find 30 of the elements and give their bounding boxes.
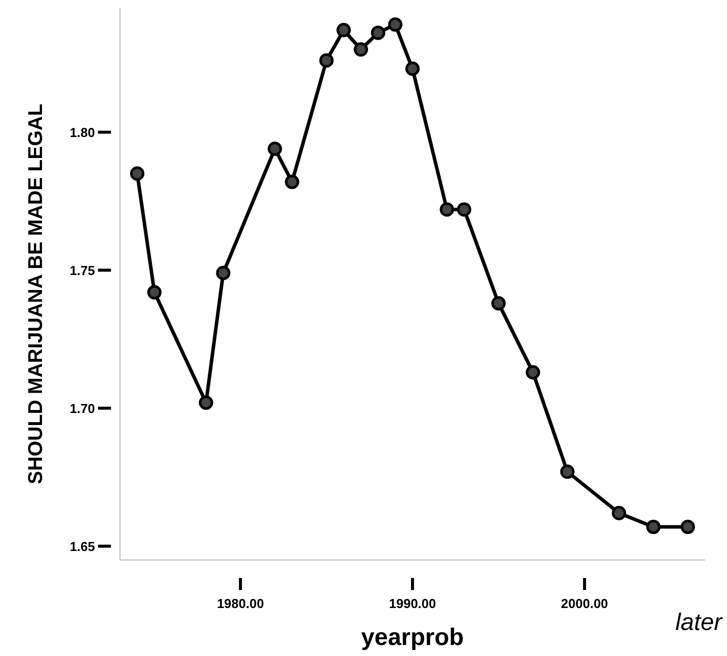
y-tick-label: 1.70: [70, 400, 95, 416]
point: [130, 166, 144, 181]
point: [216, 266, 230, 280]
point: [284, 174, 300, 190]
point: [198, 396, 214, 410]
point: [147, 285, 162, 300]
point: [405, 62, 420, 76]
point: [680, 520, 695, 534]
point: [456, 202, 472, 217]
y-tick-label: 1.80: [70, 124, 95, 140]
text: later: [675, 609, 724, 636]
y-tick-label: 1.65: [70, 538, 95, 554]
x-tick-label: 2000.00: [561, 596, 608, 611]
point: [268, 142, 282, 156]
y-axis-title: SHOULD MARIJUANA BE MADE LEGAL: [25, 104, 47, 484]
x-tick-label: 1990.00: [389, 596, 436, 611]
point: [336, 22, 351, 38]
x-tick-label: 1980.00: [216, 596, 264, 611]
point: [491, 296, 506, 310]
point: [612, 506, 626, 520]
point: [370, 26, 386, 40]
y-tick-label: 1.75: [70, 262, 95, 278]
point: [440, 202, 454, 217]
point: [560, 464, 575, 479]
point: [319, 53, 334, 68]
point: [354, 42, 368, 57]
point: [388, 17, 402, 32]
point: [526, 365, 540, 380]
x-axis-title: yearprob: [361, 624, 464, 651]
point: [646, 520, 661, 534]
